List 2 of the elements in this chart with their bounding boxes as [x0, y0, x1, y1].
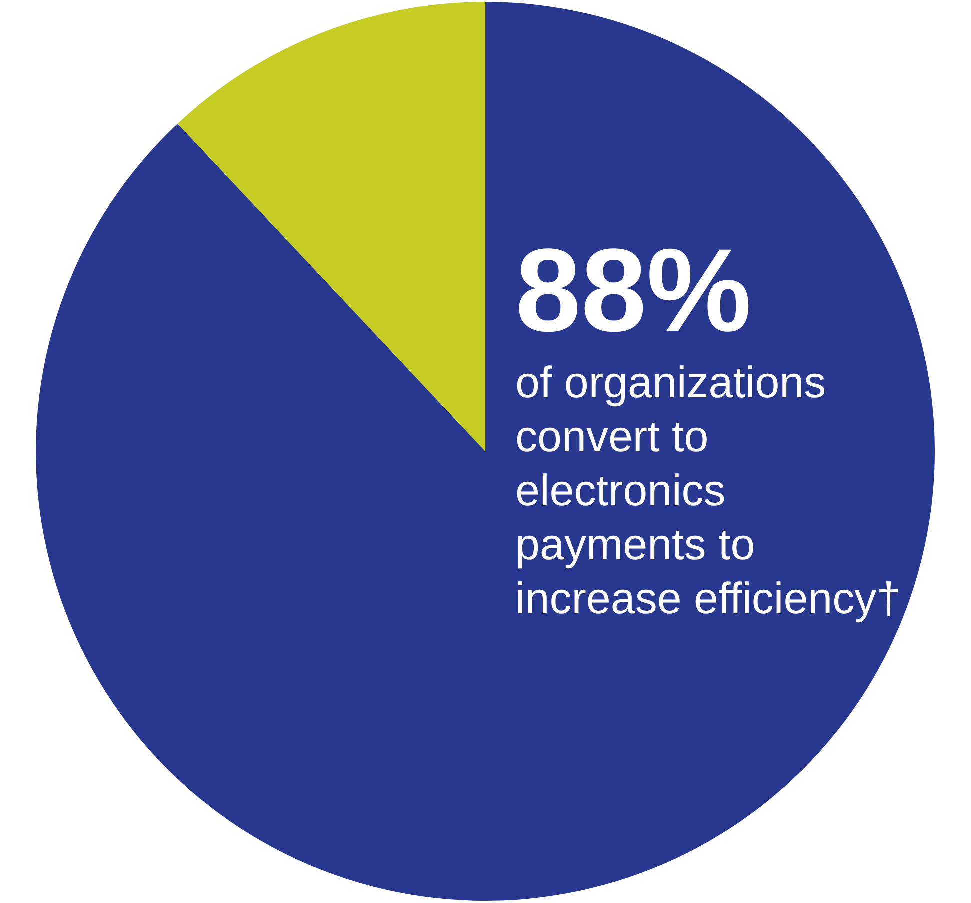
slice-label: of organizations convert to electronics payments to increase efficiency†	[516, 358, 902, 624]
data-label: 88%	[516, 224, 752, 357]
